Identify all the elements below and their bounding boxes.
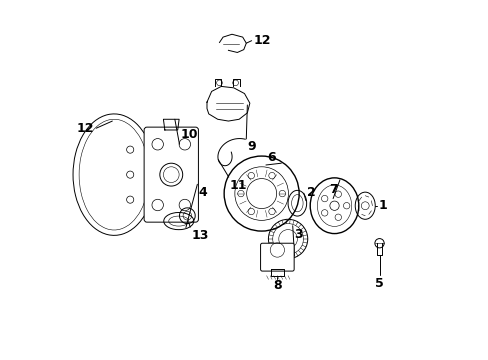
Text: 9: 9 [247,140,255,153]
Text: 12: 12 [253,34,271,47]
Text: 11: 11 [229,179,247,192]
FancyBboxPatch shape [260,243,294,271]
Text: 4: 4 [198,186,207,199]
Text: 12: 12 [76,122,94,135]
Text: 5: 5 [374,277,383,290]
Text: 13: 13 [191,229,208,242]
Text: 2: 2 [306,185,315,199]
Text: 1: 1 [378,199,386,212]
Text: 3: 3 [293,228,302,240]
FancyBboxPatch shape [144,127,198,222]
Text: 6: 6 [266,151,275,164]
Text: 10: 10 [181,128,198,141]
Text: 7: 7 [329,183,338,196]
Text: 8: 8 [272,279,281,292]
